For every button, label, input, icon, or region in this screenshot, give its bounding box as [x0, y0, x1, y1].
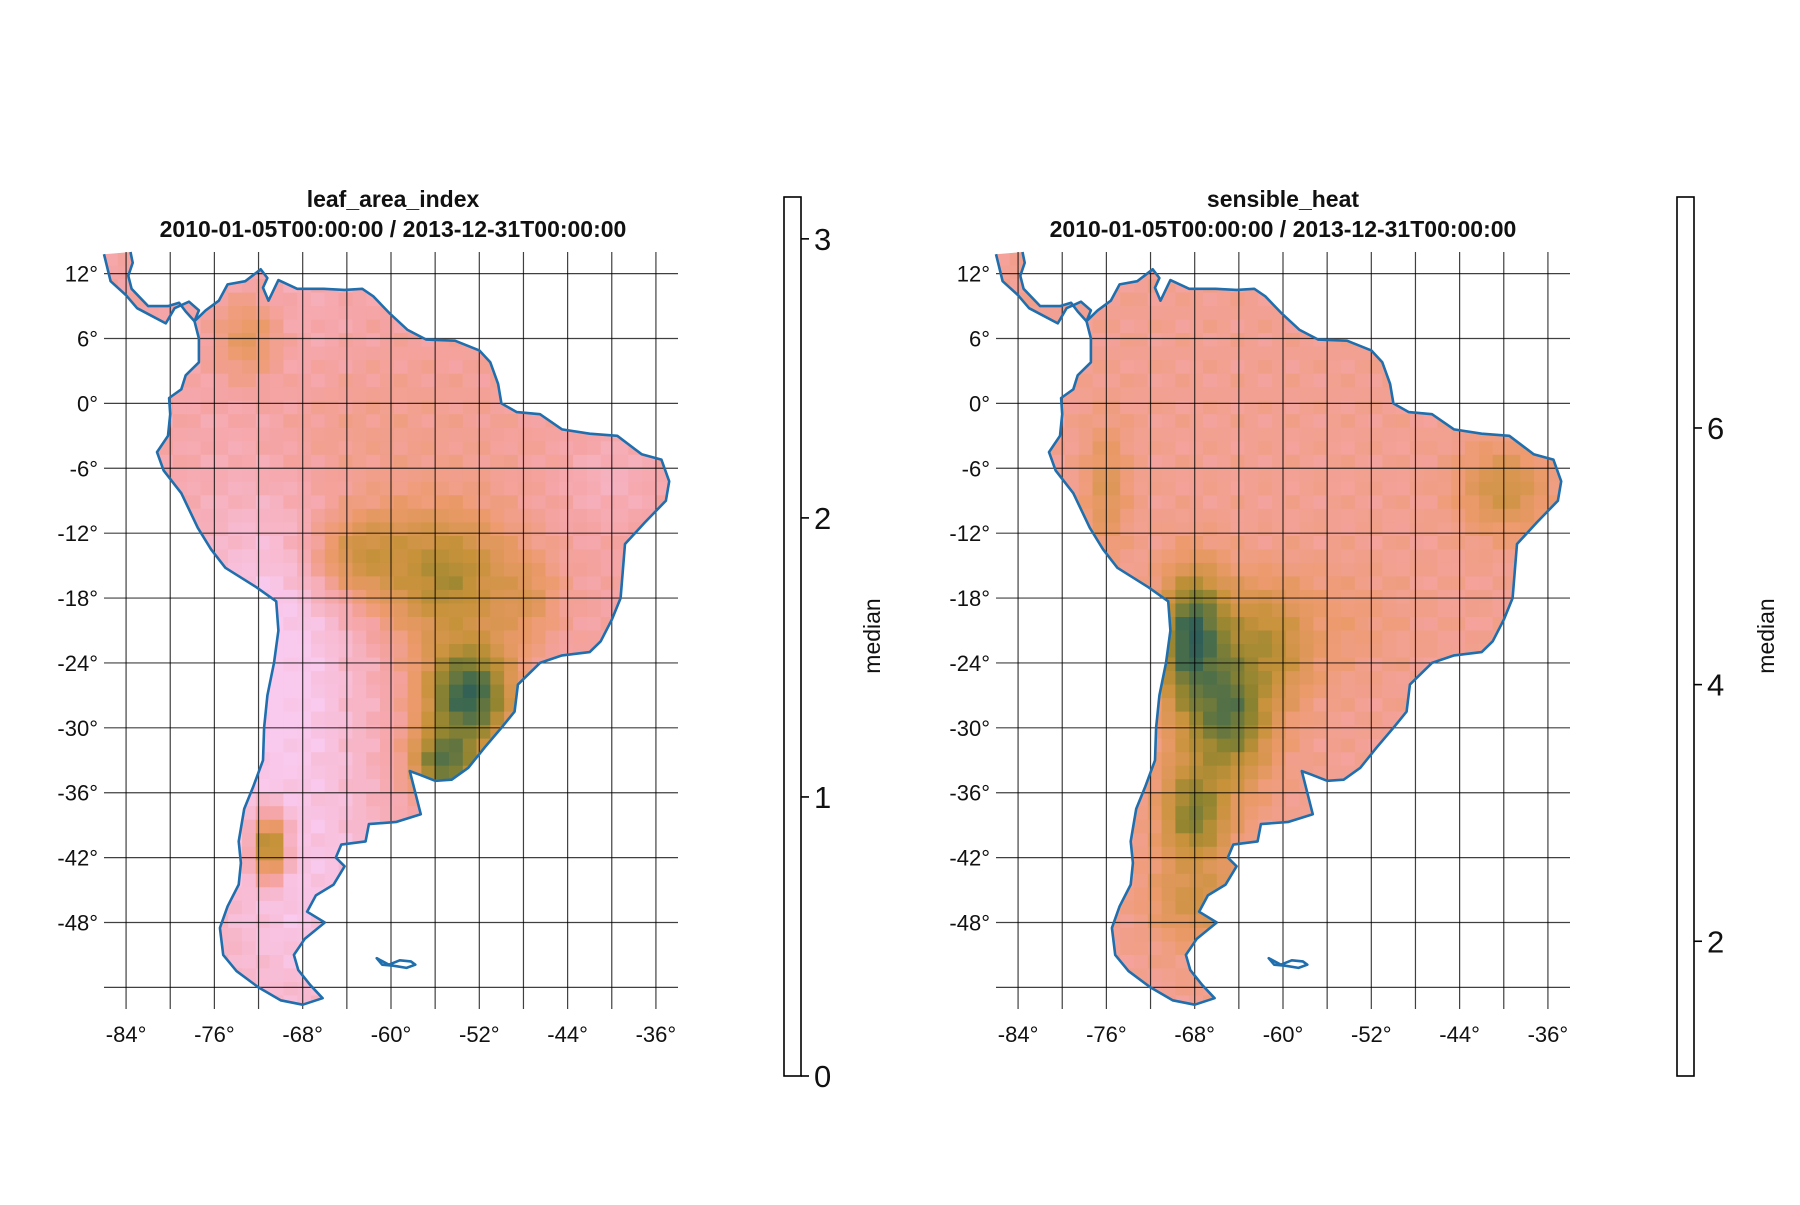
- colorbar-gradient: [783, 196, 802, 1077]
- lat-tick-label: 0°: [77, 391, 98, 416]
- raster-layer: [996, 252, 1562, 1005]
- lon-tick-label: -60°: [371, 1022, 412, 1047]
- colorbar-tick-label: 0: [814, 1059, 831, 1094]
- lat-tick-label: -42°: [949, 846, 990, 871]
- lon-tick-label: -52°: [459, 1022, 500, 1047]
- lat-tick-label: -24°: [949, 651, 990, 676]
- colorbar-tick-label: 2: [1707, 924, 1724, 959]
- lat-tick-label: -36°: [949, 781, 990, 806]
- panel-title: sensible_heat: [1207, 186, 1359, 212]
- colorbar-tick-label: 4: [1707, 668, 1724, 703]
- lon-tick-label: -84°: [106, 1022, 147, 1047]
- coastline-falkland-islands: [1267, 956, 1309, 970]
- colorbar-ticks: 2 4 6: [1694, 411, 1724, 959]
- lon-tick-label: -76°: [1086, 1022, 1127, 1047]
- lon-tick-label: -76°: [194, 1022, 235, 1047]
- lon-tick-label: -84°: [998, 1022, 1039, 1047]
- graticule: [104, 252, 678, 1009]
- map-panel-leaf-area-index: leaf_area_index 2010-01-05T00:00:00 / 20…: [57, 186, 684, 1047]
- lat-tick-label: -24°: [57, 651, 98, 676]
- coastline-falkland-islands: [375, 956, 417, 970]
- lat-tick-label: -30°: [57, 716, 98, 741]
- lat-tick-label: -42°: [57, 846, 98, 871]
- lon-tick-label: -44°: [547, 1022, 588, 1047]
- colorbar-label: median: [1753, 598, 1779, 673]
- lat-tick-label: -18°: [57, 586, 98, 611]
- lat-tick-label: 12°: [957, 262, 990, 287]
- colorbar-ticks: 0 1 2 3: [801, 222, 831, 1094]
- lon-tick-labels: -84° -76° -68° -60° -52° -44° -36°: [106, 1022, 676, 1047]
- lon-tick-label: -44°: [1439, 1022, 1480, 1047]
- colorbar-tick-label: 1: [814, 780, 831, 815]
- lat-tick-labels: 12° 6° 0° -6° -12° -18° -24° -30° -36° -42° -48°: [57, 262, 98, 936]
- colorbar-tick-label: 6: [1707, 411, 1724, 446]
- colorbar-leaf-area-index: 0 1 2 3 median: [783, 196, 885, 1094]
- coastline-central-america: [102, 251, 201, 325]
- colorbar-tick-label: 2: [814, 501, 831, 536]
- lon-tick-label: -36°: [636, 1022, 677, 1047]
- lon-tick-label: -68°: [1174, 1022, 1215, 1047]
- lat-tick-label: -12°: [57, 521, 98, 546]
- lat-tick-label: 6°: [77, 327, 98, 352]
- coastline-south-america: [1047, 268, 1563, 1006]
- colorbar-sensible-heat: 2 4 6 median: [1676, 196, 1779, 1077]
- panel-subtitle: 2010-01-05T00:00:00 / 2013-12-31T00:00:0…: [1050, 216, 1517, 242]
- lon-tick-label: -36°: [1528, 1022, 1569, 1047]
- lat-tick-label: -6°: [70, 456, 98, 481]
- lat-tick-label: -6°: [962, 456, 990, 481]
- colorbar-label: median: [859, 598, 885, 673]
- map-panel-sensible-heat: sensible_heat 2010-01-05T00:00:00 / 2013…: [949, 186, 1576, 1047]
- lat-tick-labels: 12° 6° 0° -6° -12° -18° -24° -30° -36° -42° -48°: [949, 262, 990, 936]
- map-area[interactable]: [994, 251, 1576, 1010]
- lat-tick-label: -48°: [57, 910, 98, 935]
- lon-tick-label: -60°: [1263, 1022, 1304, 1047]
- lat-tick-label: -18°: [949, 586, 990, 611]
- coastline-central-america: [994, 251, 1093, 325]
- lat-tick-label: -30°: [949, 716, 990, 741]
- lat-tick-label: 0°: [969, 391, 990, 416]
- raster-layer: [104, 252, 670, 1005]
- map-area[interactable]: [102, 251, 684, 1010]
- panel-subtitle: 2010-01-05T00:00:00 / 2013-12-31T00:00:0…: [160, 216, 627, 242]
- lon-tick-label: -68°: [282, 1022, 323, 1047]
- lat-tick-label: 6°: [969, 327, 990, 352]
- lat-tick-label: -48°: [949, 910, 990, 935]
- coastline-south-america: [155, 268, 671, 1006]
- colorbar-gradient: [1676, 196, 1695, 1077]
- lat-tick-label: -12°: [949, 521, 990, 546]
- lon-tick-label: -52°: [1351, 1022, 1392, 1047]
- lat-tick-label: 12°: [65, 262, 98, 287]
- panel-title: leaf_area_index: [307, 186, 480, 212]
- lon-tick-labels: -84° -76° -68° -60° -52° -44° -36°: [998, 1022, 1568, 1047]
- colorbar-tick-label: 3: [814, 222, 831, 257]
- lat-tick-label: -36°: [57, 781, 98, 806]
